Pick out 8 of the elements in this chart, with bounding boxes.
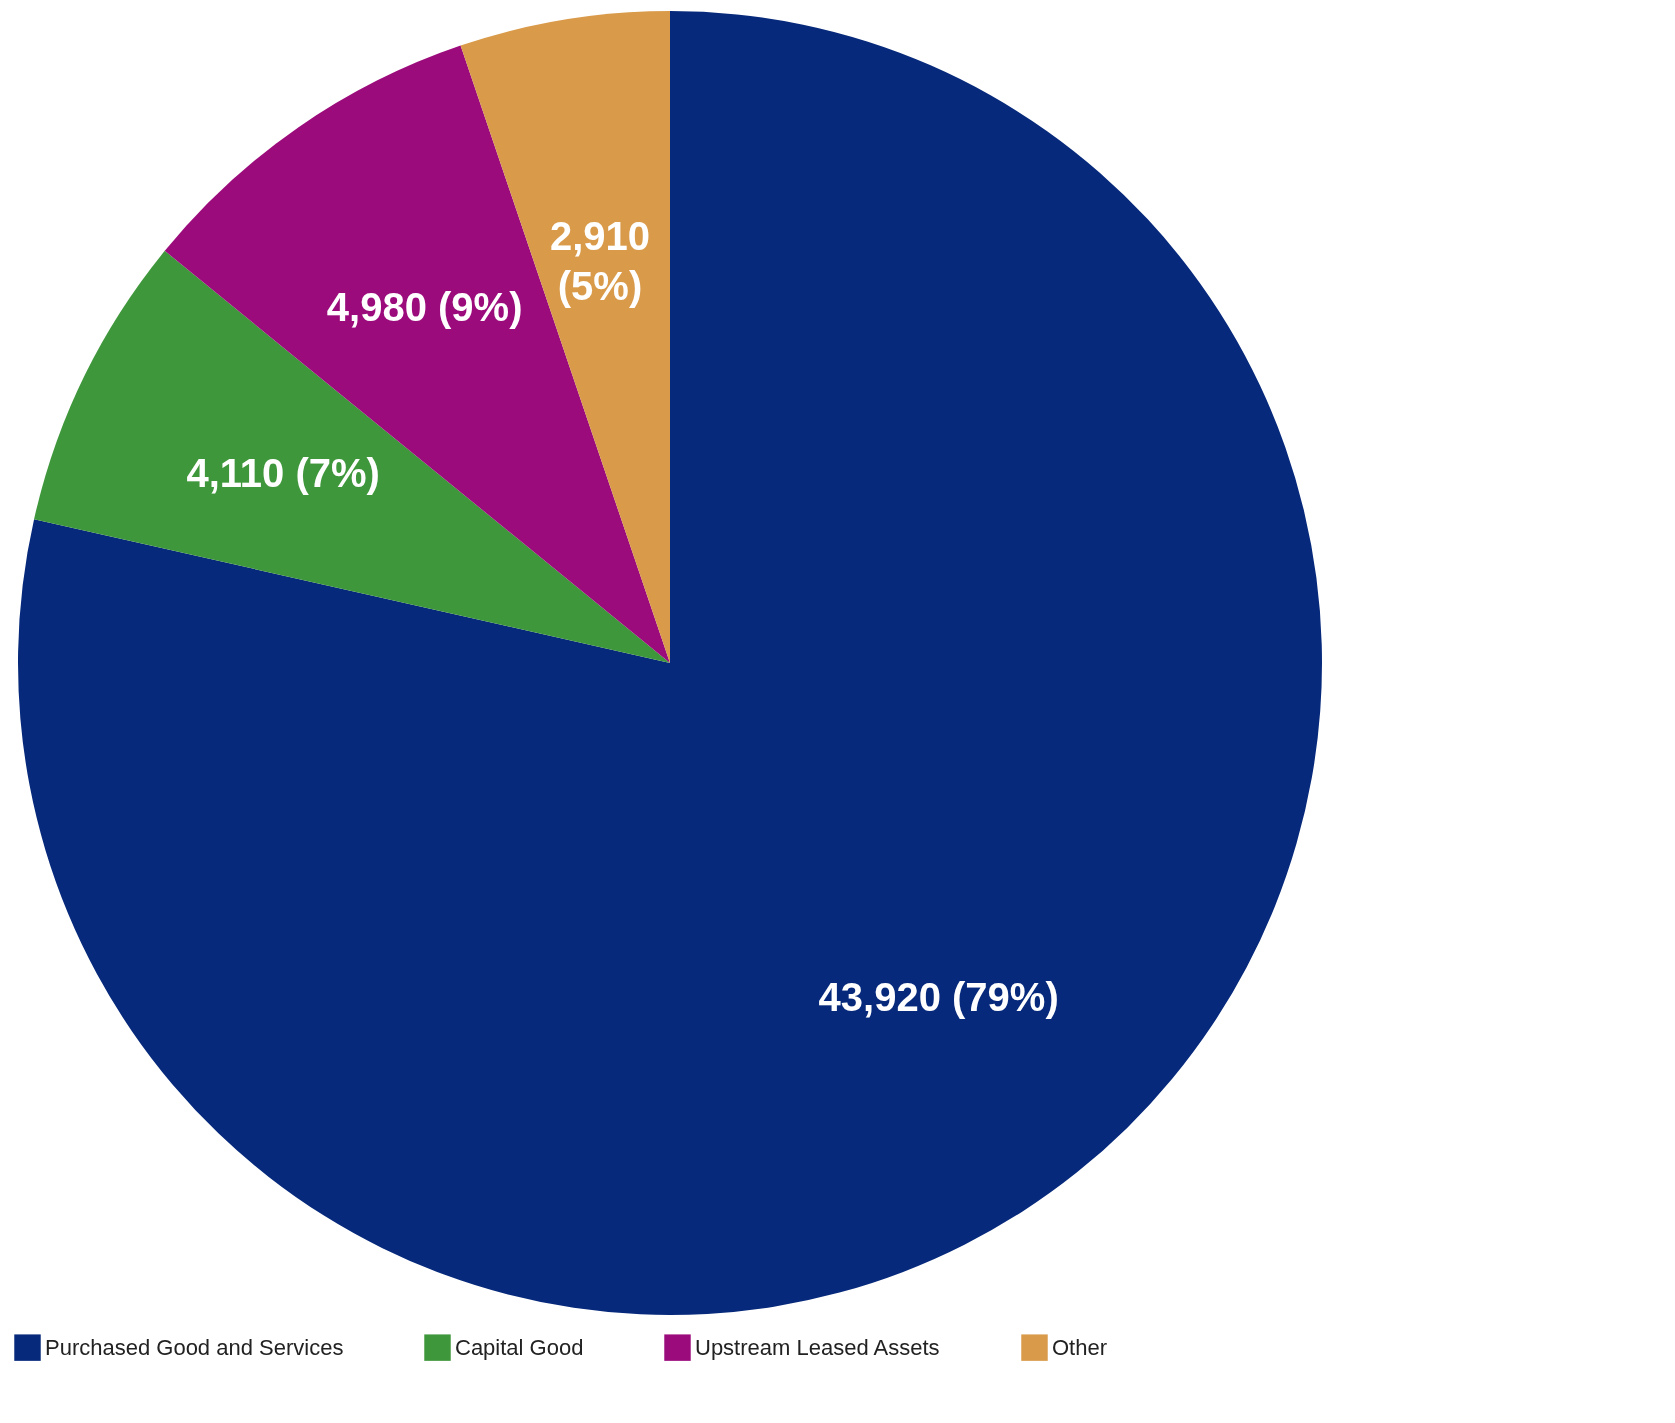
data-label: 4,980 (9%) xyxy=(326,285,523,330)
data-label: 43,920 (79%) xyxy=(818,975,1059,1020)
legend-label: Purchased Good and Services xyxy=(45,1334,344,1360)
data-label: 2,910 (5%) xyxy=(549,214,651,309)
data-label: 4,110 (7%) xyxy=(186,450,380,495)
legend-label: Upstream Leased Assets xyxy=(695,1334,940,1360)
legend-label: Other xyxy=(1052,1334,1108,1360)
legend-label: Capital Good xyxy=(455,1334,584,1360)
